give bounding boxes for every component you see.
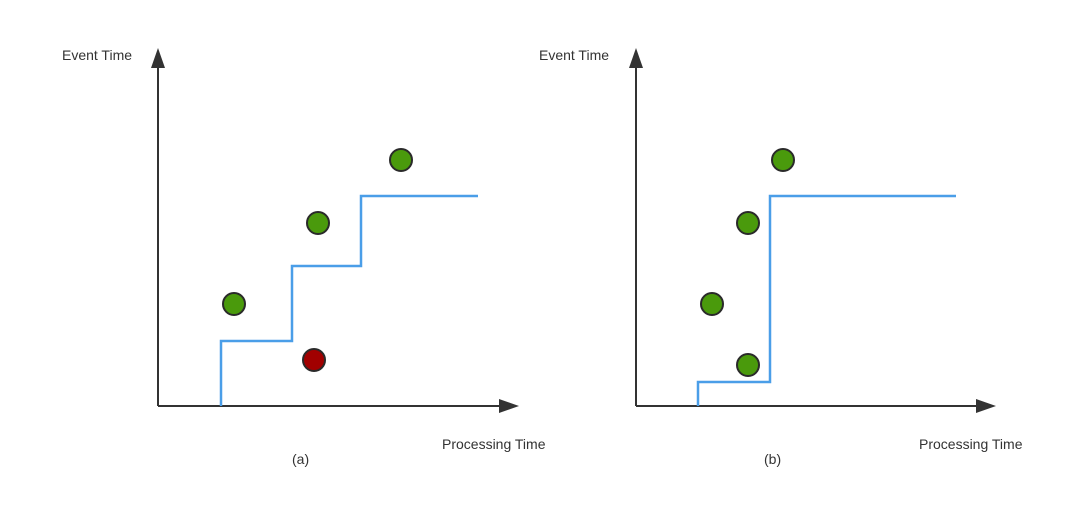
panel-caption: (b) bbox=[764, 451, 781, 467]
x-axis-label: Processing Time bbox=[442, 436, 546, 452]
event-late bbox=[302, 348, 326, 372]
y-axis-label: Event Time bbox=[62, 47, 132, 63]
y-axis-label: Event Time bbox=[539, 47, 609, 63]
event-on-time bbox=[771, 148, 795, 172]
event-on-time bbox=[389, 148, 413, 172]
x-axis-arrow-icon bbox=[499, 399, 519, 413]
event-on-time bbox=[736, 211, 760, 235]
event-on-time bbox=[736, 353, 760, 377]
panel-caption: (a) bbox=[292, 451, 309, 467]
watermark-line bbox=[219, 194, 478, 406]
watermark-line bbox=[696, 194, 956, 406]
x-axis-label: Processing Time bbox=[919, 436, 1023, 452]
x-axis-arrow-icon bbox=[976, 399, 996, 413]
event-on-time bbox=[700, 292, 724, 316]
event-on-time bbox=[222, 292, 246, 316]
panel-a: Event Time Processing Time (a) bbox=[62, 47, 546, 467]
y-axis-arrow-icon bbox=[151, 48, 165, 68]
y-axis-arrow-icon bbox=[629, 48, 643, 68]
panel-b: Event Time Processing Time (b) bbox=[539, 47, 1023, 467]
event-on-time bbox=[306, 211, 330, 235]
